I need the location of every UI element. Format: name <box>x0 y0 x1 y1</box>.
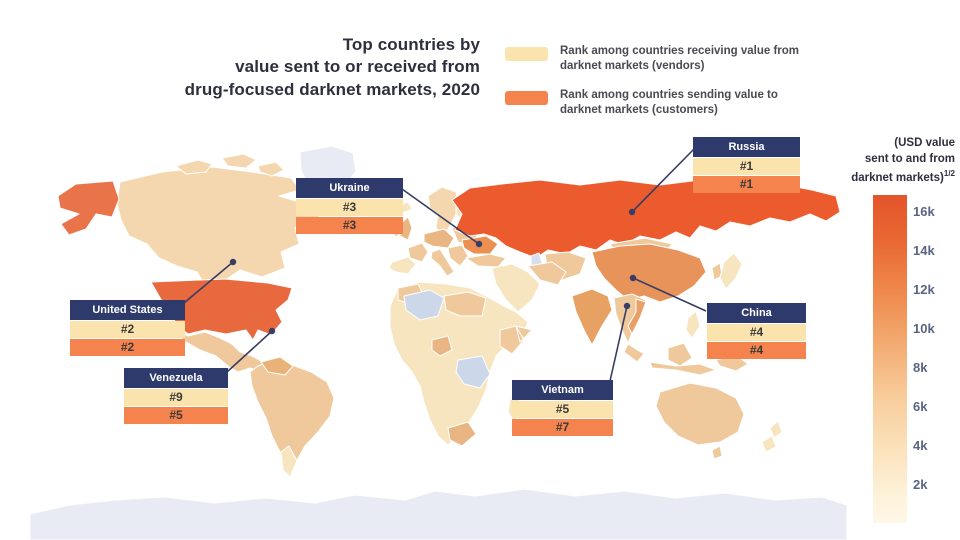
chart-title: Top countries by value sent to or receiv… <box>184 35 480 99</box>
dot-usa <box>229 258 237 266</box>
dot-russia <box>628 208 636 216</box>
callout-russia-customer-rank: #1 <box>693 176 800 193</box>
map-region-south-africa <box>447 421 477 447</box>
map-region-arctic-islands <box>175 153 285 177</box>
map-region-arabian-peninsula <box>491 263 541 313</box>
callout-china: China #4 #4 <box>707 303 806 359</box>
map-region-central-europe <box>423 228 455 249</box>
map-region-patagonia <box>280 445 298 478</box>
map-region-new-zealand <box>761 420 783 453</box>
callout-venezuela-customer-rank: #5 <box>124 407 228 424</box>
callout-vietnam: Vietnam #5 #7 <box>512 380 613 436</box>
callout-dots <box>229 208 637 335</box>
callout-vietnam-country: Vietnam <box>512 380 613 400</box>
map-region-algeria <box>403 289 445 321</box>
callout-venezuela-vendor-rank: #9 <box>124 389 228 406</box>
map-region-france <box>407 242 429 263</box>
map-region-australia <box>655 382 745 460</box>
colorbar-title: (USD value sent to and from darknet mark… <box>812 136 955 186</box>
colorbar-tick-2k: 2k <box>913 477 928 492</box>
callout-ukraine-country: Ukraine <box>296 178 403 198</box>
colorbar-gradient <box>873 195 907 523</box>
colorbar-tick-12k: 12k <box>913 282 935 297</box>
legend-swatch-customers <box>505 91 548 105</box>
map-region-indonesia <box>623 342 717 376</box>
map-region-nigeria <box>431 335 453 357</box>
map-region-balkans <box>447 244 469 267</box>
callout-china-country: China <box>707 303 806 323</box>
colorbar-tick-6k: 6k <box>913 399 928 414</box>
callout-vietnam-vendor-rank: #5 <box>512 401 613 418</box>
legend-item-customers: Rank among countries sending value to da… <box>505 88 835 118</box>
connector-russia <box>631 147 696 213</box>
connector-venezuela <box>226 330 273 373</box>
callout-united-states: United States #2 #2 <box>70 300 185 356</box>
map-region-drc <box>455 355 491 389</box>
legend-item-vendors: Rank among countries receiving value fro… <box>505 44 835 74</box>
map-region-philippines <box>685 310 701 339</box>
legend-label-customers: Rank among countries sending value to da… <box>560 89 778 117</box>
map-region-alaska <box>57 180 120 236</box>
connector-ukraine <box>401 188 480 245</box>
map-region-venezuela <box>260 356 294 376</box>
colorbar-tick-14k: 14k <box>913 243 935 258</box>
map-region-turkey <box>465 253 507 268</box>
map-region-iberia <box>388 256 417 275</box>
callout-china-customer-rank: #4 <box>707 342 806 359</box>
legend-label-vendors: Rank among countries receiving value fro… <box>560 45 800 73</box>
callout-united-states-vendor-rank: #2 <box>70 321 185 338</box>
colorbar-title-text: (USD value sent to and from darknet mark… <box>851 137 955 184</box>
callout-ukraine-customer-rank: #3 <box>296 217 403 234</box>
callout-venezuela: Venezuela #9 #5 <box>124 368 228 424</box>
map-region-canada <box>116 166 322 285</box>
colorbar-tick-16k: 16k <box>913 204 935 219</box>
map-region-east-africa <box>499 325 533 355</box>
callout-ukraine-vendor-rank: #3 <box>296 199 403 216</box>
colorbar-tick-4k: 4k <box>913 438 928 453</box>
callout-united-states-country: United States <box>70 300 185 320</box>
map-region-india <box>571 288 613 346</box>
connector-usa <box>183 261 234 304</box>
callout-russia-country: Russia <box>693 137 800 157</box>
map-region-libya-egypt <box>443 291 487 317</box>
dot-vietnam <box>623 302 631 310</box>
map-region-iran <box>527 261 567 286</box>
map-region-antarctica <box>29 488 848 540</box>
map-region-japan <box>719 252 743 290</box>
map-region-vietnam <box>627 298 647 335</box>
dot-china <box>629 274 637 282</box>
dot-venezuela <box>268 327 276 335</box>
callout-vietnam-customer-rank: #7 <box>512 419 613 436</box>
map-region-china <box>591 243 707 303</box>
callout-connectors <box>183 147 707 382</box>
legend-swatch-vendors <box>505 47 548 61</box>
connector-vietnam <box>609 305 628 382</box>
map-region-russia <box>451 179 841 259</box>
callout-china-vendor-rank: #4 <box>707 324 806 341</box>
map-region-italy <box>430 248 455 277</box>
callout-venezuela-country: Venezuela <box>124 368 228 388</box>
callout-russia: Russia #1 #1 <box>693 137 800 193</box>
colorbar-tick-8k: 8k <box>913 360 928 375</box>
callout-ukraine: Ukraine #3 #3 <box>296 178 403 234</box>
callout-russia-vendor-rank: #1 <box>693 158 800 175</box>
colorbar-exponent: 1/2 <box>943 168 955 178</box>
colorbar-tick-10k: 10k <box>913 321 935 336</box>
dot-ukraine <box>475 240 483 248</box>
connector-china <box>632 277 707 312</box>
callout-united-states-customer-rank: #2 <box>70 339 185 356</box>
